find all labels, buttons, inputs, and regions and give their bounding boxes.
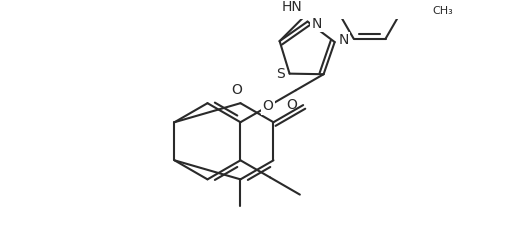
Text: O: O	[231, 83, 242, 97]
Text: N: N	[311, 17, 322, 31]
Text: O: O	[286, 98, 297, 112]
Text: S: S	[276, 67, 285, 81]
Text: HN: HN	[282, 0, 302, 14]
Text: N: N	[339, 33, 349, 47]
Text: CH₃: CH₃	[433, 6, 453, 16]
Text: O: O	[263, 99, 273, 113]
